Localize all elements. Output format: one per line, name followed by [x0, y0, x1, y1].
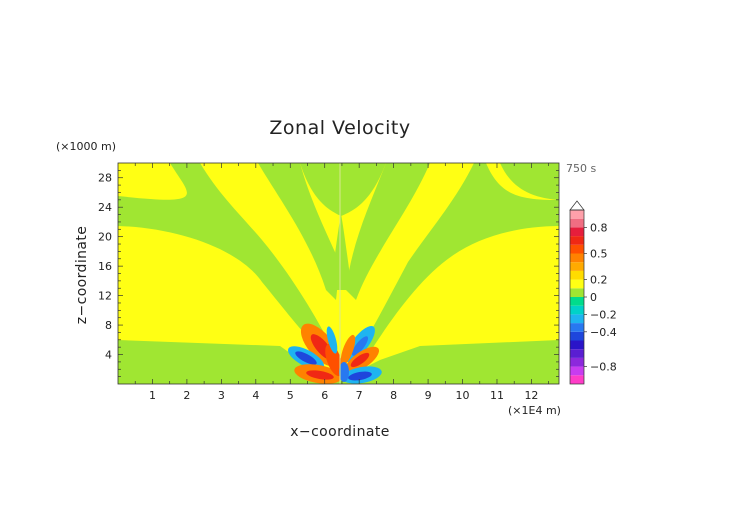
x-tick-label: 2: [183, 389, 190, 402]
field-band: [300, 163, 386, 216]
x-tick-label: 11: [490, 389, 504, 402]
colorbar-swatch: [570, 218, 584, 228]
colorbar-swatch: [570, 227, 584, 237]
colorbar-swatch: [570, 323, 584, 332]
y-tick-label: 28: [98, 172, 112, 185]
x-tick-label: 4: [252, 389, 259, 402]
colorbar-tick-label: −0.2: [590, 308, 617, 321]
colorbar-swatch: [570, 297, 584, 306]
lobe-positive-core: [350, 352, 370, 368]
x-axis-unit: (×1E4 m): [508, 404, 561, 417]
field-band: [118, 340, 559, 384]
colorbar-swatch: [570, 357, 584, 367]
x-tick-label: 6: [321, 389, 328, 402]
y-tick-label: 12: [98, 290, 112, 303]
x-tick-label: 5: [287, 389, 294, 402]
y-tick-label: 24: [98, 201, 112, 214]
y-axis-unit: (×1000 m): [56, 140, 116, 153]
colorbar-swatch: [570, 288, 584, 297]
colorbar-swatch: [570, 244, 584, 254]
colorbar-swatch: [570, 236, 584, 245]
colorbar-swatch: [570, 314, 584, 324]
x-axis-label: x−coordinate: [290, 424, 390, 440]
x-tick-label: 12: [524, 389, 538, 402]
colorbar-swatch: [570, 262, 584, 271]
colorbar-swatch: [570, 270, 584, 280]
contour-field: [118, 163, 559, 384]
colorbar-swatch: [570, 210, 584, 219]
field-band: [330, 214, 352, 290]
lobe-positive-core: [306, 370, 334, 380]
time-label: 750 s: [566, 162, 596, 175]
y-tick-label: 16: [98, 260, 112, 273]
colorbar: 0.8 0.5 0.2 0 −0.2 −0.4 −0.8: [569, 200, 617, 385]
colorbar-swatch: [570, 340, 584, 350]
colorbar-swatch: [570, 253, 584, 263]
colorbar-tick-label: 0: [590, 291, 597, 304]
colorbar-swatch: [570, 366, 584, 376]
colorbar-swatch: [570, 349, 584, 358]
field-band: [346, 163, 430, 300]
colorbar-swatch: [570, 279, 584, 289]
field-band: [500, 163, 559, 200]
y-tick-label: 20: [98, 231, 112, 244]
colorbar-tick-label: 0.8: [590, 221, 608, 234]
colorbar-swatch: [570, 305, 584, 315]
y-tick-label: 4: [105, 349, 112, 362]
lobe-negative: [326, 326, 338, 354]
field-band: [258, 163, 340, 300]
x-axis-ticks: 1 2 3 4 5 6 7 8 9 10 11 12: [134, 163, 550, 402]
x-tick-label: 1: [149, 389, 156, 402]
colorbar-tick-label: −0.8: [590, 361, 617, 374]
x-tick-label: 7: [356, 389, 363, 402]
x-tick-label: 8: [390, 389, 397, 402]
colorbar-extension: [569, 200, 585, 211]
lobe-negative-core: [348, 371, 372, 381]
x-tick-label: 9: [425, 389, 432, 402]
y-axis-label: z−coordinate: [74, 226, 90, 325]
field-band: [360, 163, 559, 352]
x-tick-label: 3: [218, 389, 225, 402]
y-tick-label: 8: [105, 319, 112, 332]
colorbar-tick-label: 0.5: [590, 248, 608, 261]
lobe-negative: [339, 362, 349, 382]
disturbance-lobes: [287, 323, 382, 384]
y-axis-ticks: 4 8 12 16 20 24 28: [98, 170, 559, 377]
lobe-positive: [340, 334, 356, 366]
colorbar-tick-label: 0.2: [590, 274, 608, 287]
colorbar-swatch: [570, 375, 584, 384]
colorbar-swatch: [570, 331, 584, 341]
chart-title: Zonal Velocity: [269, 117, 410, 139]
colorbar-tick-label: −0.4: [590, 326, 617, 339]
lobe-negative-core: [351, 336, 369, 356]
x-tick-label: 10: [456, 389, 470, 402]
lobe-positive: [325, 343, 343, 377]
lobe-negative-core: [295, 351, 317, 365]
field-band: [118, 163, 332, 350]
